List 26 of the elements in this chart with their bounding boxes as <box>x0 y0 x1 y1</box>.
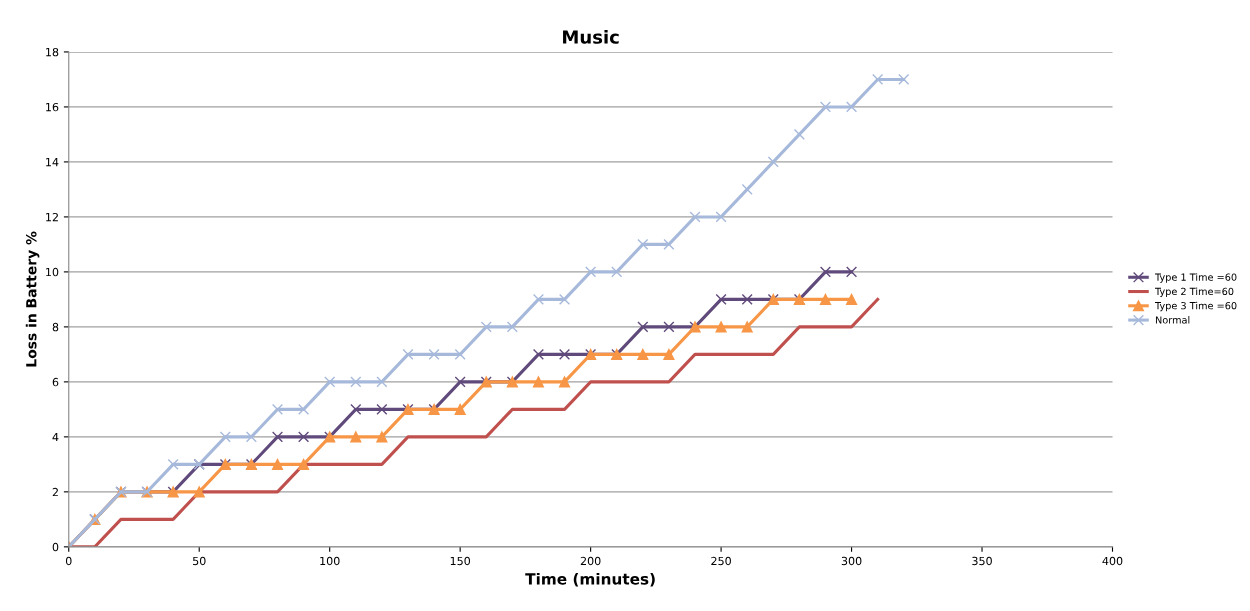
y-tick-label: 16 <box>46 102 59 112</box>
x-axis-title: Time (minutes) <box>525 572 655 587</box>
x-tick-label: 150 <box>450 556 471 566</box>
y-tick-label: 4 <box>52 432 59 442</box>
x-tick-label: 250 <box>711 556 731 566</box>
x-tick-label: 50 <box>193 556 206 566</box>
y-tick-label: 8 <box>52 322 59 332</box>
y-tick-label: 12 <box>46 212 58 222</box>
chart-title: Music <box>563 29 619 44</box>
y-tick-label: 6 <box>52 377 59 387</box>
y-tick-label: 10 <box>46 267 59 277</box>
x-tick-label: 0 <box>65 556 72 566</box>
y-axis-title: Loss in Battery % <box>25 231 40 367</box>
y-tick-label: 0 <box>52 542 59 552</box>
legend-label: Normal <box>1155 316 1190 324</box>
x-tick-label: 100 <box>320 556 340 566</box>
x-tick-label: 300 <box>841 556 862 566</box>
y-tick-label: 14 <box>46 158 59 167</box>
legend-label: Type 3 Time =60 <box>1154 301 1237 312</box>
x-tick-label: 400 <box>1102 556 1123 566</box>
y-tick-label: 2 <box>52 487 58 497</box>
x-tick-label: 350 <box>972 556 992 566</box>
legend-label: Type 2 Time=60 <box>1154 287 1234 297</box>
y-tick-label: 18 <box>46 47 59 57</box>
x-tick-label: 200 <box>580 556 601 566</box>
legend-label: Type 1 Time =60 <box>1154 273 1237 283</box>
